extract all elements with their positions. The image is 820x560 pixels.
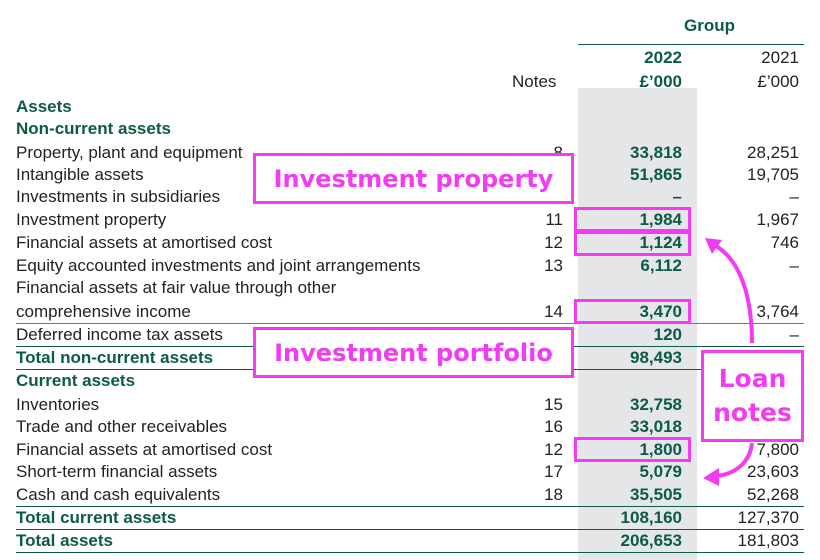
row-value-2022: 1,124 xyxy=(639,233,682,252)
row-value-2022: 206,653 xyxy=(620,531,682,550)
group-underline xyxy=(578,44,804,45)
row-note: 12 xyxy=(544,233,563,252)
divider xyxy=(16,552,804,553)
row-value-2021: – xyxy=(789,325,799,344)
row-label: Total non-current assets xyxy=(16,348,214,367)
row-value-2022: 51,865 xyxy=(630,165,682,184)
row-note: 18 xyxy=(544,485,563,504)
investment-portfolio-callout: Investment portfolio xyxy=(253,327,574,378)
highlight-amortised-cost-current-value xyxy=(574,437,691,462)
row-value-2021: 19,705 xyxy=(747,165,799,184)
row-label: Intangible assets xyxy=(16,165,144,184)
row-value-2021: – xyxy=(789,187,799,206)
row-value-2021: 181,803 xyxy=(737,531,799,550)
row-value-2022: 32,758 xyxy=(630,395,682,414)
arrow-down-curve xyxy=(715,442,754,478)
row-label: Trade and other receivables xyxy=(16,417,228,436)
row-value-2022: 3,470 xyxy=(639,302,682,321)
loan-notes-callout: Loan notes xyxy=(701,350,804,442)
divider xyxy=(16,529,804,530)
row-note: 12 xyxy=(544,440,563,459)
divider xyxy=(16,323,804,324)
unit-current: £’000 xyxy=(639,72,682,91)
highlight-amortised-cost-noncurrent-value xyxy=(574,231,691,256)
row-note: 14 xyxy=(544,302,563,321)
row-value-2022: – xyxy=(672,187,682,206)
loan-notes-line-1: Loan xyxy=(718,364,787,393)
row-label: Cash and cash equivalents xyxy=(16,485,221,504)
non-current-heading: Non-current assets xyxy=(16,119,171,138)
row-label: Financial assets at amortised cost xyxy=(16,440,273,459)
row-value-2021: 1,967 xyxy=(756,210,799,229)
loan-notes-line-2: notes xyxy=(713,398,792,427)
row-value-2022: 6,112 xyxy=(640,256,682,275)
row-value-2021: – xyxy=(789,256,799,275)
arrow-up-head xyxy=(705,238,722,254)
year-current: 2022 xyxy=(644,48,682,67)
row-label: Deferred income tax assets xyxy=(16,325,223,344)
arrow-down-head xyxy=(703,468,719,486)
row-value-2022: 108,160 xyxy=(620,508,682,527)
year-prior: 2021 xyxy=(761,48,799,67)
row-value-2022: 98,493 xyxy=(630,348,682,367)
row-note: 13 xyxy=(544,256,563,275)
investment-property-callout: Investment property xyxy=(253,153,574,204)
row-value-2021: 28,251 xyxy=(747,143,799,162)
group-header: Group xyxy=(684,16,735,35)
row-value-2022: 120 xyxy=(653,325,682,344)
highlight-fvoci-value xyxy=(574,299,691,324)
row-value-2021: 746 xyxy=(770,233,799,252)
row-label: Inventories xyxy=(16,395,100,414)
row-value-2022: 33,018 xyxy=(630,417,682,436)
assets-heading: Assets xyxy=(16,97,72,116)
row-value-2021: 7,800 xyxy=(756,440,799,459)
row-label: Total current assets xyxy=(16,508,177,527)
current-year-column-shading xyxy=(578,88,697,560)
current-heading: Current assets xyxy=(16,371,136,390)
row-label: Equity accounted investments and joint a… xyxy=(16,256,421,275)
row-label: comprehensive income xyxy=(16,302,191,321)
row-value-2021: 127,370 xyxy=(737,508,799,527)
row-label: Short-term financial assets xyxy=(16,462,218,481)
row-label: Financial assets at amortised cost xyxy=(16,233,273,252)
row-value-2021: 3,764 xyxy=(756,302,799,321)
notes-header: Notes xyxy=(512,72,557,91)
row-label: Total assets xyxy=(16,531,114,550)
row-label: Investment property xyxy=(16,210,167,229)
row-value-2022: 5,079 xyxy=(639,462,682,481)
arrow-up-curve xyxy=(714,244,754,344)
row-value-2022: 1,984 xyxy=(639,210,682,229)
row-note: 16 xyxy=(544,417,563,436)
row-value-2021: 52,268 xyxy=(747,485,799,504)
row-value-2022: 35,505 xyxy=(630,485,682,504)
row-note: 15 xyxy=(544,395,563,414)
row-label: Financial assets at fair value through o… xyxy=(16,278,337,297)
row-value-2021: 23,603 xyxy=(747,462,799,481)
row-value-2022: 33,818 xyxy=(630,143,682,162)
row-note: 8 xyxy=(523,143,563,163)
row-note: 11 xyxy=(545,210,563,229)
divider xyxy=(16,506,804,507)
row-value-2022: 1,800 xyxy=(639,440,682,459)
row-label: Investments in subsidiaries xyxy=(16,187,221,206)
row-label: Property, plant and equipment xyxy=(16,143,243,162)
row-note: 17 xyxy=(544,462,563,481)
unit-prior: £’000 xyxy=(757,72,799,91)
highlight-investment-property-value xyxy=(574,207,691,232)
